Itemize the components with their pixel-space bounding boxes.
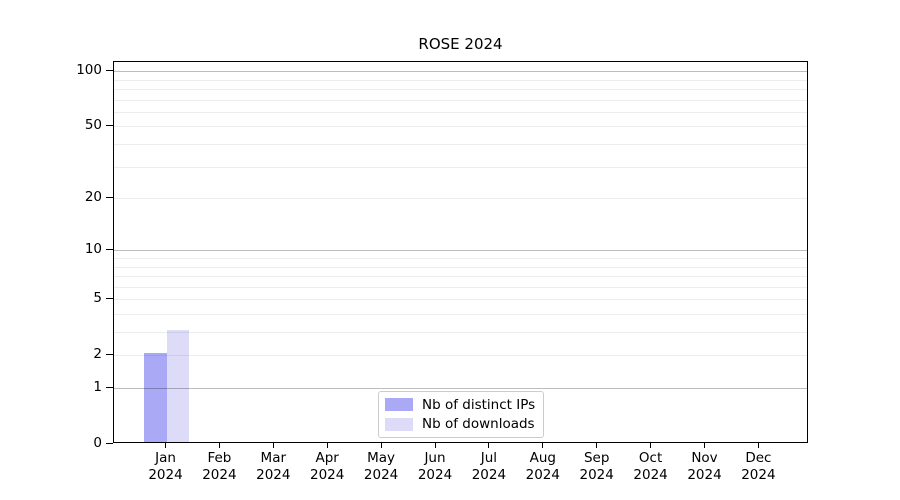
grid-minor-line [114,126,807,128]
month-label: Jan [155,450,176,466]
x-axis-tick-label: Jul 2024 [461,450,517,484]
year-label: 2024 [633,467,668,483]
grid-minor-line [114,286,807,288]
grid-minor-line [114,299,807,301]
month-label: Feb [207,450,232,466]
x-axis-tick [434,443,436,448]
month-label: Jul [480,450,498,466]
grid-minor-line [114,276,807,278]
x-axis-tick-label: Aug 2024 [515,450,571,484]
x-axis-tick [488,443,490,448]
legend-row: Nb of downloads [385,415,537,435]
year-label: 2024 [148,467,183,483]
month-label: Aug [529,450,556,466]
legend-label: Nb of downloads [422,416,535,433]
grid-minor-line [114,355,807,357]
grid-minor-line [114,313,807,315]
x-axis-tick [542,443,544,448]
x-axis-tick-label: Apr 2024 [299,450,355,484]
x-axis-tick [757,443,759,448]
y-axis-tick [106,386,113,388]
grid-minor-line [114,332,807,334]
legend-label: Nb of distinct IPs [422,396,536,413]
year-label: 2024 [471,467,507,483]
grid-major-line [114,71,807,73]
x-axis-tick [704,443,705,448]
x-axis-tick-label: Jun 2024 [407,450,463,484]
x-axis-tick-label: Sep 2024 [569,450,625,484]
x-axis-tick-label: Mar 2024 [245,450,301,484]
month-label: Mar [260,450,287,466]
year-label: 2024 [363,467,399,483]
y-axis-tick-label: 5 [93,290,102,307]
x-axis-tick-label: Jan 2024 [138,450,194,484]
grid-minor-line [114,89,807,91]
legend-swatch-distinct-ips [385,398,413,412]
month-label: Oct [638,450,663,466]
y-axis-tick-label: 10 [84,241,102,258]
y-axis-tick [106,248,113,250]
x-axis-tick [326,443,328,448]
year-label: 2024 [310,467,345,483]
plot-area [113,61,808,443]
month-label: May [367,450,396,466]
grid-minor-line [114,166,807,168]
y-axis-tick [106,124,113,126]
y-axis-tick-label: 100 [76,62,102,79]
x-axis-tick-label: Feb 2024 [191,450,247,484]
grid-minor-line [114,79,807,81]
x-axis-tick [596,443,598,448]
grid-minor-line [114,198,807,200]
year-label: 2024 [687,467,722,483]
x-axis-tick [380,443,382,448]
year-label: 2024 [579,467,614,483]
y-axis-tick [106,196,113,198]
year-label: 2024 [417,467,453,483]
y-axis-tick-label: 1 [93,379,102,395]
x-axis-tick [650,443,652,448]
grid-minor-line [114,99,807,101]
x-axis-tick-label: Oct 2024 [623,450,679,484]
x-axis-tick [272,443,274,448]
year-label: 2024 [525,467,560,483]
y-axis-tick [106,297,113,299]
year-label: 2024 [741,467,776,483]
month-label: Sep [583,450,610,466]
grid-minor-line [114,111,807,113]
y-axis-tick-label: 20 [84,189,102,206]
y-axis-tick [106,442,113,444]
x-axis-tick-label: Nov 2024 [677,450,733,484]
bar-downloads [166,330,189,442]
month-label: Dec [745,450,772,466]
legend-row: Nb of distinct IPs [385,395,537,415]
y-axis-tick-label: 0 [93,435,102,451]
grid-major-line [114,388,807,389]
year-label: 2024 [256,467,291,483]
legend: Nb of distinct IPs Nb of downloads [378,391,544,438]
grid-minor-line [114,258,807,259]
grid-major-line [114,250,807,252]
legend-swatch-downloads [385,417,413,431]
month-label: Jun [424,450,446,466]
y-axis-tick [106,69,113,71]
x-axis-tick-label: May 2024 [353,450,409,484]
grid-minor-line [114,144,807,146]
y-axis-tick-label: 50 [84,117,102,134]
x-axis-tick [218,443,220,448]
month-label: Nov [691,450,718,466]
month-label: Apr [315,450,339,466]
grid-minor-line [114,266,807,268]
chart-title: ROSE 2024 [418,35,503,53]
y-axis-tick [106,353,113,355]
x-axis-tick-label: Dec 2024 [730,450,786,484]
y-axis-tick-label: 2 [93,346,102,363]
bar-distinct-ips [144,353,167,442]
x-axis-tick [165,443,166,448]
year-label: 2024 [202,467,237,483]
